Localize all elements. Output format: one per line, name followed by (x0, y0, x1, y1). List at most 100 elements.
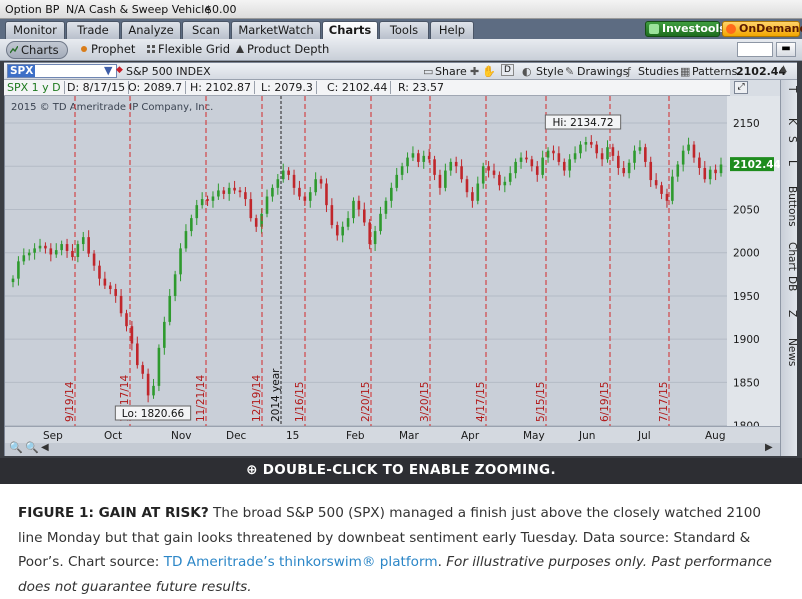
tab-scan[interactable]: Scan (182, 21, 230, 39)
low-label: Lo: 1820.66 (122, 408, 185, 420)
candle-body-23 (136, 343, 139, 366)
candle-body-26 (152, 385, 155, 396)
tab-tools[interactable]: Tools (379, 21, 429, 39)
side-label-news[interactable]: News (786, 338, 798, 367)
time-axis: Sep Oct Nov Dec 15 Feb Mar Apr May Jun Jul Aug (5, 426, 780, 443)
price-chart[interactable]: 215021002050200019501900185018002015 © T… (5, 96, 780, 426)
candle-body-37 (211, 196, 215, 201)
caption-source-link[interactable]: TD Ameritrade’s thinkorswim® platform (163, 554, 438, 570)
main-tab-bar: Monitor Trade Analyze Scan MarketWatch C… (0, 19, 802, 39)
candle-body-58 (325, 183, 328, 206)
candle-body-121 (665, 193, 669, 201)
subtab-product-depth[interactable]: Product Depth (233, 41, 329, 59)
tab-trade[interactable]: Trade (66, 21, 120, 39)
caption-body: The broad S&P 500 (SPX) managed a finish… (18, 505, 762, 570)
ondemand-button[interactable]: OnDemand (722, 21, 802, 37)
y-tick-2050: 2050 (733, 204, 760, 216)
side-label-l[interactable]: L (786, 160, 798, 166)
window-menu-icon[interactable]: ▬ (776, 42, 796, 57)
candle-body-10 (65, 244, 69, 251)
candle-body-90 (498, 174, 501, 186)
candle-body-116 (638, 147, 642, 151)
candle-body-19 (114, 289, 117, 296)
expand-icon[interactable]: ⤢ (734, 81, 748, 94)
candle-body-15 (92, 253, 96, 266)
patterns-button[interactable]: Patterns (692, 65, 738, 78)
investools-button[interactable]: Investools (645, 21, 726, 37)
buying-power-value: N/A (66, 3, 86, 16)
side-label-db[interactable]: DB (786, 276, 798, 292)
candle-body-0 (11, 278, 15, 283)
candle-body-21 (125, 313, 128, 327)
last-price-label: 2102.44 (733, 159, 780, 171)
side-label-s[interactable]: S (786, 136, 798, 143)
scroll-left-icon[interactable]: ◀ (41, 442, 49, 453)
scroll-up-icon[interactable]: ▲ (780, 64, 787, 74)
tab-marketwatch[interactable]: MarketWatch (231, 21, 321, 39)
event-label-7: 3/20/15 (419, 382, 431, 422)
studies-button[interactable]: Studies (638, 65, 679, 78)
info-close: C: 2102.44 (327, 81, 392, 94)
last-price-header: 2102.44 (736, 65, 787, 78)
pan-icon[interactable]: ✋ (482, 65, 496, 78)
subtab-prophet[interactable]: Prophet (77, 41, 135, 59)
studies-icon: ƒ (627, 65, 631, 78)
zoom-out-icon[interactable]: 🔍 (9, 441, 23, 454)
zoom-hint-text: DOUBLE-CLICK TO ENABLE ZOOMING. (262, 462, 556, 478)
candle-body-98 (541, 157, 544, 175)
style-button[interactable]: Style (536, 65, 564, 78)
tab-help[interactable]: Help (430, 21, 474, 39)
candle-body-84 (465, 179, 469, 193)
candle-body-49 (276, 179, 280, 188)
candle-body-101 (557, 153, 561, 162)
candle-body-67 (373, 231, 377, 245)
candle-body-75 (417, 153, 420, 162)
candle-body-96 (530, 159, 534, 167)
symbol-dropdown-icon[interactable]: ▼ (104, 64, 113, 77)
candle-body-81 (449, 161, 453, 171)
caption-disclaimer: For illustrative purposes only. Past per… (18, 554, 772, 595)
subtab-flexible-grid-label: Flexible Grid (158, 42, 231, 56)
candle-body-6 (44, 245, 47, 249)
tab-analyze[interactable]: Analyze (121, 21, 181, 39)
subtab-flexible-grid[interactable]: Flexible Grid (144, 41, 230, 59)
candle-body-14 (87, 237, 90, 254)
x-tick-Jul: Jul (637, 430, 651, 442)
share-button[interactable]: Share (435, 65, 467, 78)
candle-body-62 (346, 218, 350, 227)
event-label-0: 9/19/14 (64, 381, 76, 422)
info-date: D: 8/17/15 (67, 81, 130, 94)
subtab-product-depth-label: Product Depth (247, 42, 330, 56)
subtab-charts[interactable]: Charts (6, 41, 68, 59)
candle-body-38 (217, 190, 220, 197)
side-label-chart[interactable]: Chart (786, 242, 798, 271)
candle-body-28 (163, 321, 166, 348)
last-price-box (730, 157, 774, 172)
side-label-z[interactable]: Z (786, 310, 798, 318)
zoom-hint-banner[interactable]: ⊕ DOUBLE-CLICK TO ENABLE ZOOMING. (0, 458, 802, 484)
scroll-right-icon[interactable]: ▶ (765, 442, 773, 453)
side-label-t[interactable]: T (786, 86, 798, 93)
side-label-buttons[interactable]: Buttons (786, 186, 798, 227)
candle-body-51 (287, 170, 290, 175)
tab-monitor[interactable]: Monitor (5, 21, 65, 39)
zoom-in-icon[interactable]: 🔍 (25, 441, 39, 454)
candle-body-30 (173, 274, 177, 296)
tab-charts[interactable]: Charts (322, 21, 378, 39)
daily-button[interactable]: D (501, 64, 514, 76)
candle-body-112 (617, 155, 620, 168)
candle-body-44 (249, 199, 253, 219)
crosshair-icon[interactable]: ✚ (470, 65, 480, 78)
drawings-button[interactable]: Drawings (577, 65, 629, 78)
layout-selector[interactable] (737, 42, 773, 57)
candle-body-64 (357, 200, 361, 210)
symbol-input[interactable]: SPX (7, 64, 117, 78)
candle-body-73 (406, 157, 409, 167)
candle-body-83 (460, 166, 463, 180)
event-label-3: 12/19/14 (251, 375, 263, 422)
chart-period[interactable]: SPX 1 y D (7, 81, 65, 94)
candle-body-55 (308, 192, 312, 201)
candle-body-16 (98, 265, 101, 279)
chart-canvas[interactable]: 215021002050200019501900185018002015 © T… (5, 96, 780, 426)
side-label-k[interactable]: K (786, 118, 798, 125)
